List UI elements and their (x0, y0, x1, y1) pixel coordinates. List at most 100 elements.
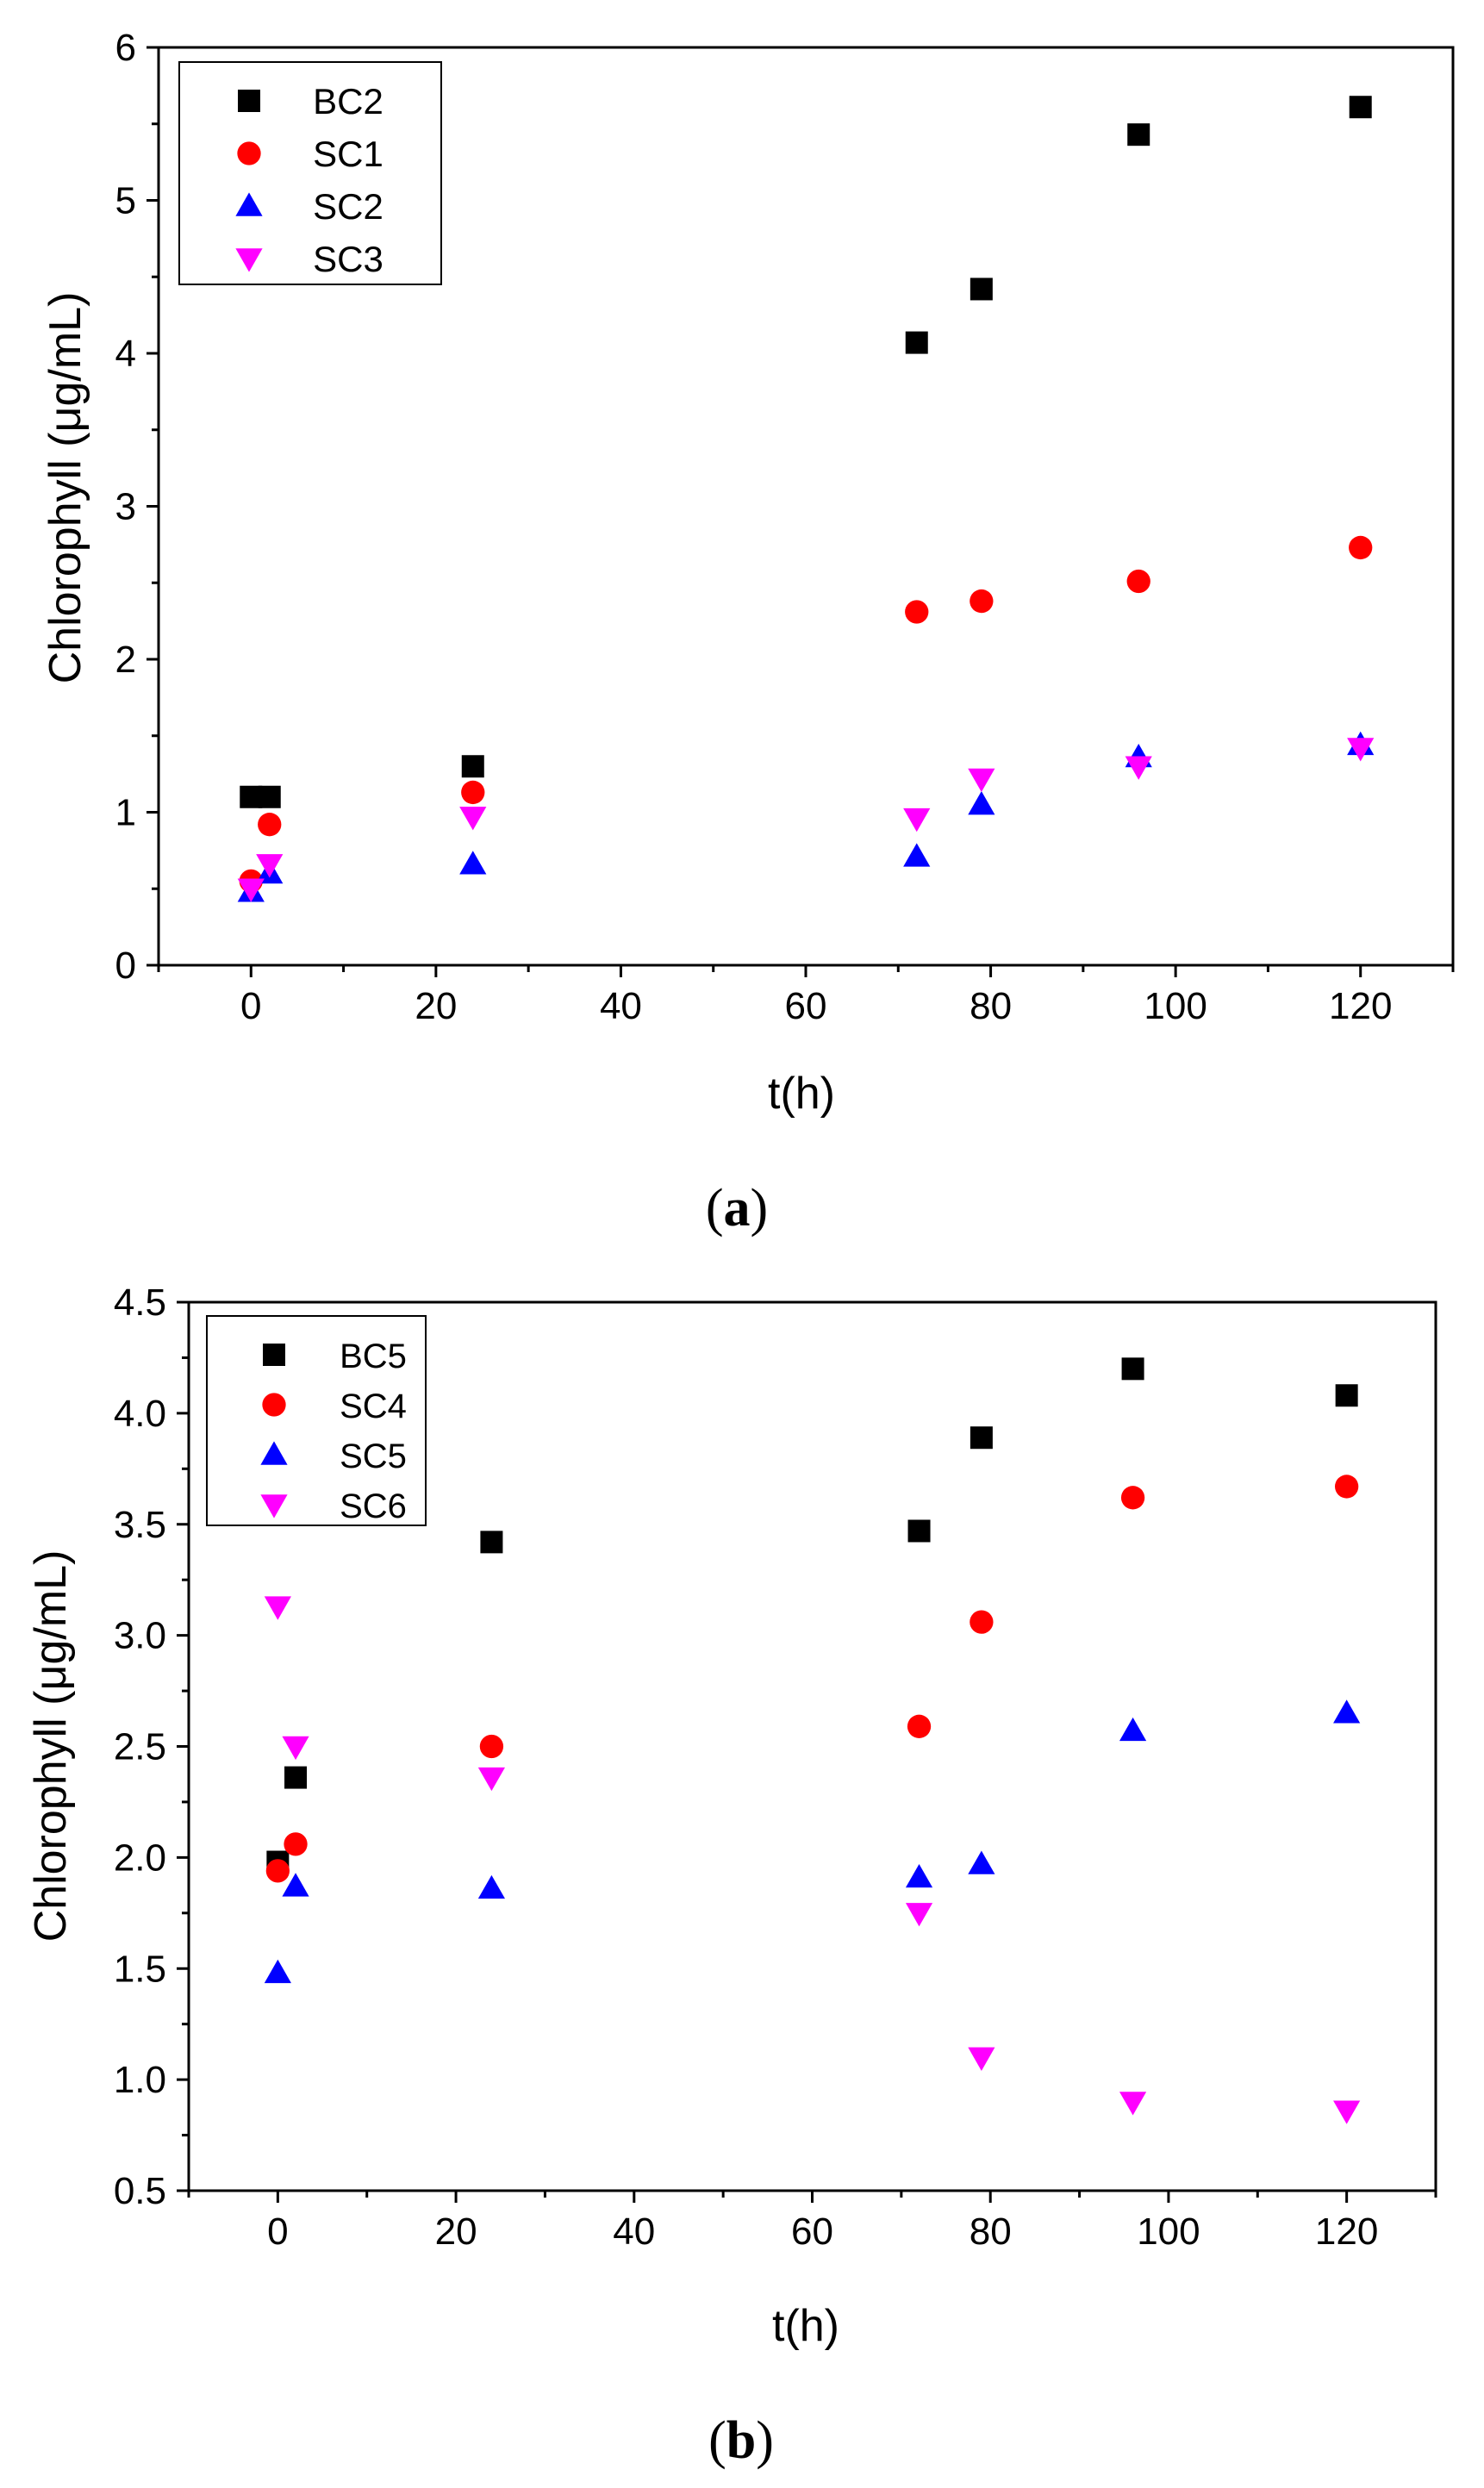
data-point (282, 1736, 309, 1761)
legend-box (206, 1315, 427, 1526)
data-point (970, 1610, 994, 1634)
series-bc5 (266, 1357, 1358, 1874)
y-axis-label: Chlorophyll (μg/mL) (41, 292, 90, 684)
data-point (1127, 123, 1150, 147)
panel-label-b: (b) (708, 2411, 774, 2470)
x-tick-label: 0 (267, 2211, 288, 2253)
y-axis-label: Chlorophyll (μg/mL) (26, 1550, 76, 1942)
y-tick-label: 1.0 (114, 2059, 166, 2101)
data-point (905, 600, 929, 624)
y-tick-label: 3.0 (114, 1615, 166, 1657)
data-point (1349, 96, 1372, 119)
legend-label: SC2 (313, 186, 383, 227)
x-tick-label: 60 (791, 2211, 833, 2253)
y-tick-label: 6 (115, 27, 136, 69)
x-tick-label: 40 (613, 2211, 655, 2253)
data-point (968, 768, 995, 793)
data-point (461, 780, 485, 805)
data-point (968, 2047, 995, 2071)
data-point (1333, 1699, 1361, 1724)
data-point (970, 277, 993, 301)
data-point (970, 589, 994, 614)
legend-label: BC2 (313, 81, 383, 122)
y-tick-label: 2.5 (114, 1726, 166, 1768)
data-point (903, 808, 931, 832)
y-tick-label: 0 (115, 945, 136, 987)
y-tick-label: 1.5 (114, 1948, 166, 1990)
data-point (970, 1426, 993, 1450)
legend-marker (238, 90, 260, 112)
data-point (459, 851, 487, 875)
data-point (907, 1714, 932, 1738)
data-point (284, 1766, 308, 1789)
series-sc3 (237, 738, 1375, 902)
legend-label: SC4 (340, 1387, 407, 1425)
data-point (1121, 1357, 1144, 1381)
data-point (477, 1767, 506, 1792)
data-point (237, 878, 265, 902)
data-point (258, 785, 281, 808)
data-point (1333, 2100, 1361, 2124)
x-tick-label: 0 (240, 985, 261, 1027)
x-tick-label: 80 (970, 2211, 1012, 2253)
data-point (1347, 738, 1375, 762)
data-point (256, 854, 284, 878)
legend-label: SC1 (313, 134, 383, 174)
data-point (905, 1903, 933, 1927)
chart-panel-b: 0 20 40 60 80 100 120 0.5 1.0 1.5 2.0 2.5 3.0 3.5 4.0 4… (26, 1281, 1437, 2470)
y-tick-label: 0.5 (114, 2170, 166, 2212)
y-tick-label: 4.5 (114, 1281, 166, 1324)
tick-layer: 0 20 40 60 80 100 120 0.5 1.0 1.5 2.0 2.5 3.0 3.5 4.0 4… (114, 1281, 1437, 2253)
legend-label: SC6 (340, 1487, 407, 1525)
x-tick-label: 120 (1329, 985, 1392, 1027)
data-point (1335, 1384, 1358, 1407)
y-tick-label: 3 (115, 486, 136, 528)
y-tick-label: 3.5 (114, 1504, 166, 1546)
data-point (477, 1874, 506, 1899)
legend-marker (235, 248, 263, 272)
series-sc5 (264, 1699, 1361, 1984)
data-point (264, 1959, 291, 1984)
series-bc2 (240, 96, 1372, 808)
legend-label: SC3 (313, 239, 383, 279)
data-point (1125, 756, 1152, 780)
series-sc6 (264, 1596, 1361, 2124)
data-point (907, 1519, 931, 1543)
data-point (258, 813, 282, 837)
data-point (905, 1863, 933, 1888)
data-point (968, 791, 995, 815)
legend-marker (260, 1494, 288, 1518)
y-tick-label: 2.0 (114, 1836, 166, 1879)
data-point (282, 1873, 309, 1897)
data-point (1334, 1475, 1359, 1499)
legend-marker (260, 1441, 288, 1465)
legend: BC5 SC4 SC5 SC6 (206, 1315, 427, 1526)
data-point (265, 1859, 290, 1883)
legend-marker (237, 141, 261, 165)
legend-marker (263, 1344, 285, 1366)
panel-label-a: (a) (706, 1179, 768, 1238)
data-point (480, 1531, 503, 1554)
data-point (905, 331, 928, 354)
x-axis-label: t(h) (772, 2301, 839, 2351)
mark-layer (237, 96, 1375, 902)
mark-layer (264, 1357, 1361, 2124)
data-point (1119, 2092, 1147, 2116)
x-tick-label: 60 (785, 985, 827, 1027)
x-axis-label: t(h) (768, 1069, 835, 1119)
legend-marker (262, 1393, 286, 1417)
data-point (459, 807, 487, 831)
x-tick-label: 80 (970, 985, 1012, 1027)
legend-marker (235, 192, 263, 216)
data-point (479, 1734, 504, 1759)
legend: BC2 SC1 SC2 SC3 (178, 61, 442, 285)
x-tick-label: 120 (1315, 2211, 1378, 2253)
legend-label: SC5 (340, 1437, 407, 1475)
y-tick-label: 2 (115, 639, 136, 681)
x-tick-label: 20 (435, 2211, 477, 2253)
y-tick-label: 5 (115, 180, 136, 222)
data-point (284, 1832, 308, 1856)
x-tick-label: 100 (1137, 2211, 1200, 2253)
